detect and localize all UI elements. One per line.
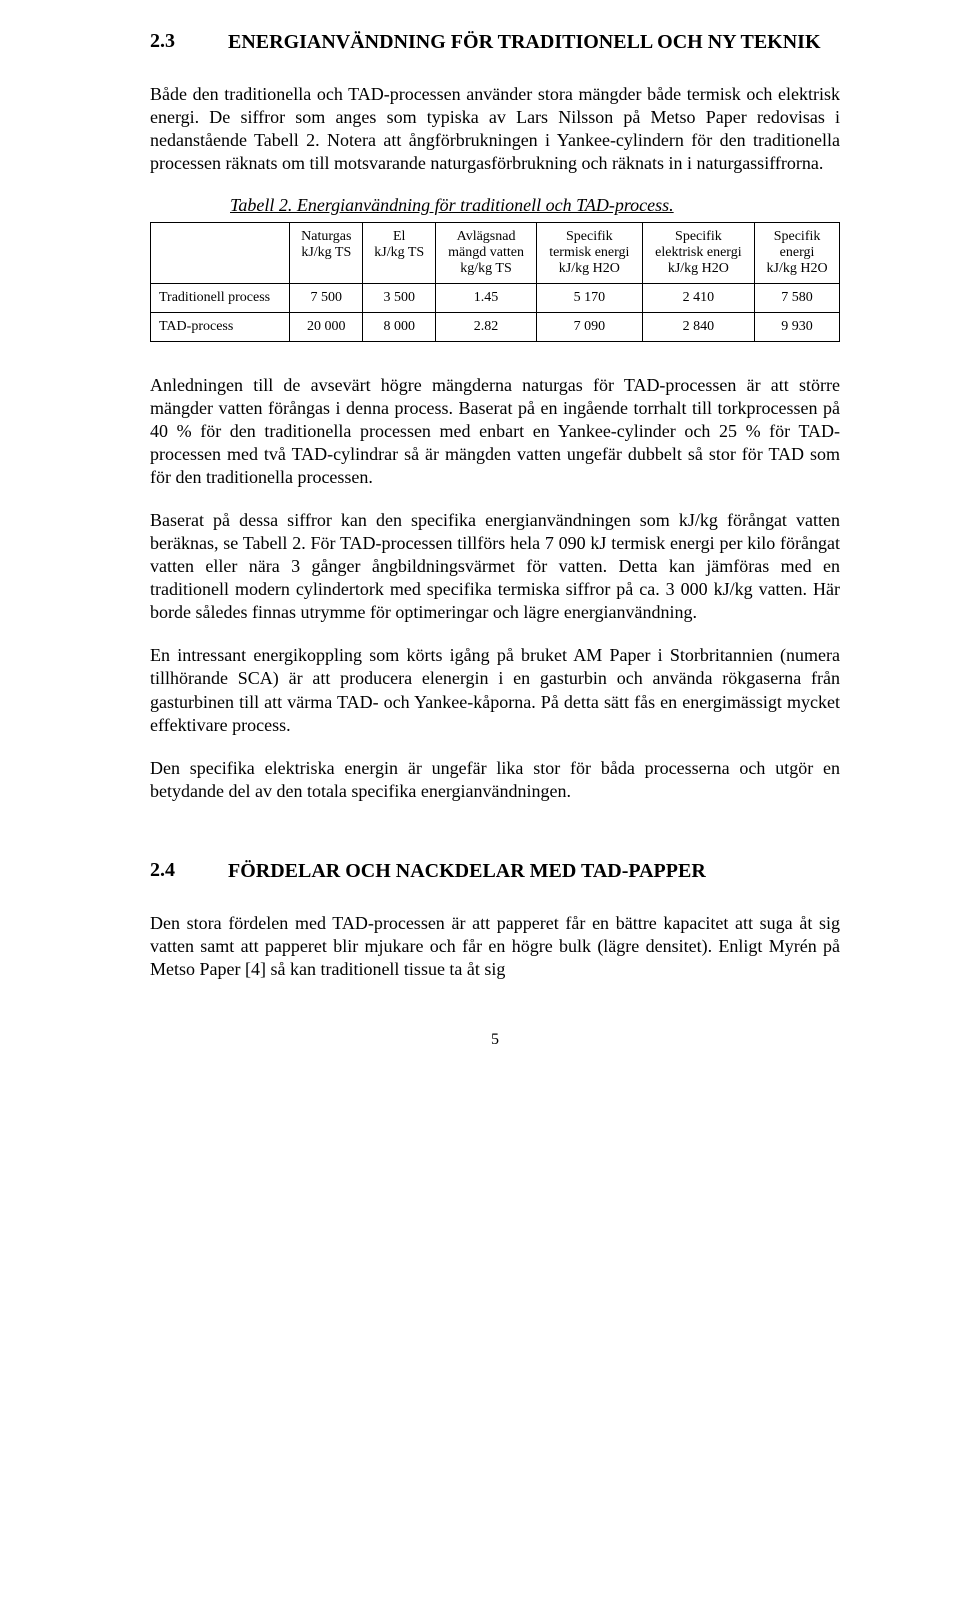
table-row-1-label: TAD-process <box>151 313 290 342</box>
table-row-0-c2: 3 500 <box>363 284 436 313</box>
table-row-0-c3: 1.45 <box>436 284 537 313</box>
table-row-0-label: Traditionell process <box>151 284 290 313</box>
after-table-para-1: Anledningen till de avsevärt högre mängd… <box>150 374 840 489</box>
table-row: Traditionell process 7 500 3 500 1.45 5 … <box>151 284 840 313</box>
table-2-caption: Tabell 2. Energianvändning för tradition… <box>150 195 840 216</box>
table-row: TAD-process 20 000 8 000 2.82 7 090 2 84… <box>151 313 840 342</box>
table-row-1-c4: 7 090 <box>536 313 642 342</box>
table-col-2: ElkJ/kg TS <box>363 223 436 284</box>
after-table-para-3: En intressant energikoppling som körts i… <box>150 644 840 736</box>
section-2-4-title: FÖRDELAR OCH NACKDELAR MED TAD-PAPPER <box>228 859 706 884</box>
table-row-0-c4: 5 170 <box>536 284 642 313</box>
after-table-para-2: Baserat på dessa siffror kan den specifi… <box>150 509 840 624</box>
table-row-1-c2: 8 000 <box>363 313 436 342</box>
section-2-3-title: ENERGIANVÄNDNING FÖR TRADITIONELL OCH NY… <box>228 30 821 55</box>
section-2-3-para-1: Både den traditionella och TAD-processen… <box>150 83 840 175</box>
table-row-1-c3: 2.82 <box>436 313 537 342</box>
table-row-1-c1: 20 000 <box>290 313 363 342</box>
section-2-4-number: 2.4 <box>150 859 228 882</box>
section-2-3-number: 2.3 <box>150 30 228 53</box>
after-table-para-4: Den specifika elektriska energin är unge… <box>150 757 840 803</box>
table-row-1-c5: 2 840 <box>642 313 754 342</box>
table-col-6: SpecifikenergikJ/kg H2O <box>755 223 840 284</box>
section-2-3-heading: 2.3 ENERGIANVÄNDNING FÖR TRADITIONELL OC… <box>150 30 840 55</box>
table-col-5: Specifikelektrisk energikJ/kg H2O <box>642 223 754 284</box>
table-row-1-c6: 9 930 <box>755 313 840 342</box>
page-number: 5 <box>150 1031 840 1049</box>
table-col-0 <box>151 223 290 284</box>
table-col-3: Avlägsnadmängd vattenkg/kg TS <box>436 223 537 284</box>
energy-usage-table: NaturgaskJ/kg TS ElkJ/kg TS Avlägsnadmän… <box>150 222 840 342</box>
table-row-0-c6: 7 580 <box>755 284 840 313</box>
table-row-0-c5: 2 410 <box>642 284 754 313</box>
page-container: 2.3 ENERGIANVÄNDNING FÖR TRADITIONELL OC… <box>0 0 960 1109</box>
table-row-0-c1: 7 500 <box>290 284 363 313</box>
table-col-1: NaturgaskJ/kg TS <box>290 223 363 284</box>
section-2-4-para-1: Den stora fördelen med TAD-processen är … <box>150 912 840 981</box>
table-header-row: NaturgaskJ/kg TS ElkJ/kg TS Avlägsnadmän… <box>151 223 840 284</box>
section-2-4-heading: 2.4 FÖRDELAR OCH NACKDELAR MED TAD-PAPPE… <box>150 859 840 884</box>
table-col-4: Specifiktermisk energikJ/kg H2O <box>536 223 642 284</box>
